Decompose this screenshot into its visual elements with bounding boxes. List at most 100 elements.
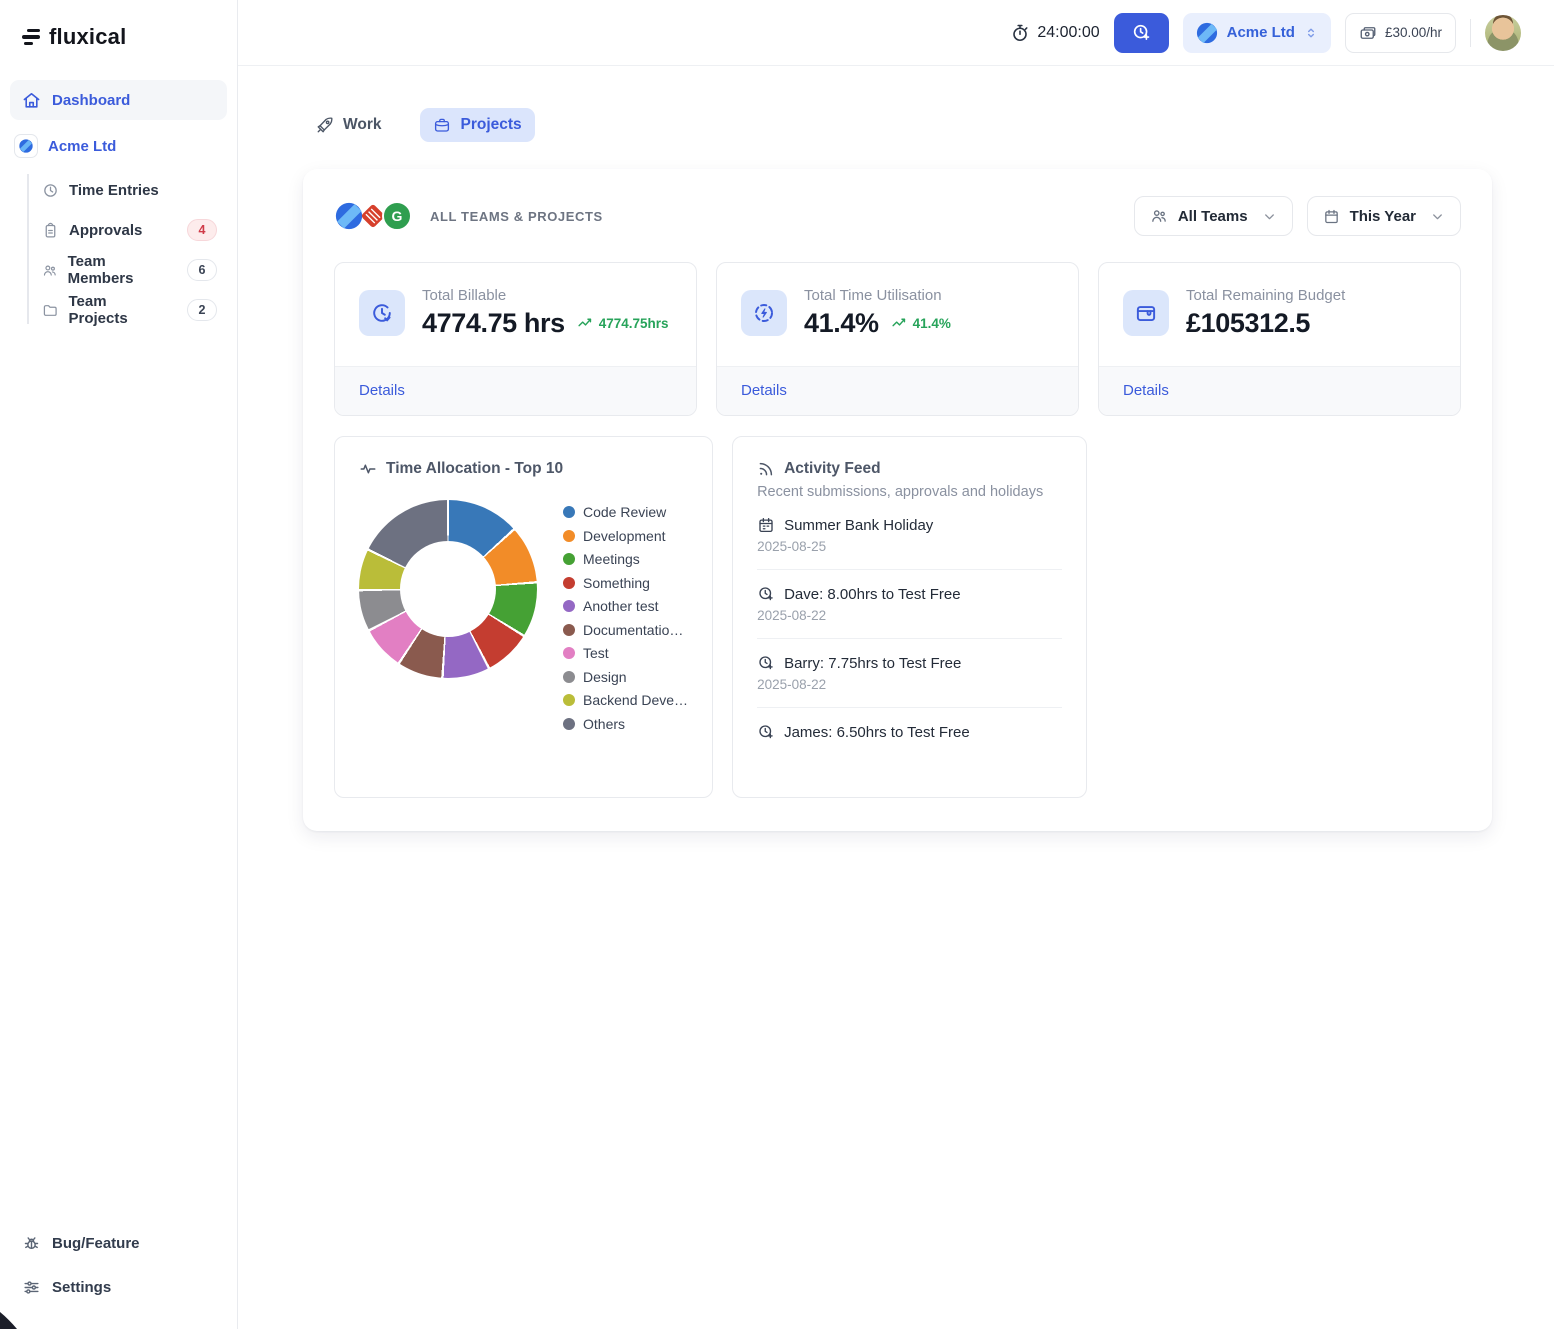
- stat-trend: 4774.75hrs: [577, 315, 669, 332]
- panel-title: ALL TEAMS & PROJECTS: [430, 208, 603, 224]
- users-icon: [43, 265, 56, 276]
- sidebar-item-label: Dashboard: [52, 91, 131, 109]
- chevron-down-icon: [1264, 213, 1274, 219]
- stat-card-remaining-budget: Total Remaining Budget £105312.5 Details: [1098, 262, 1461, 416]
- app-logo[interactable]: fluxical: [0, 0, 237, 80]
- acme-logo-icon: [335, 202, 363, 230]
- stat-title: Total Time Utilisation: [804, 287, 942, 304]
- sidebar-item-approvals[interactable]: Approvals 4: [34, 210, 227, 250]
- content: Work Projects G ALL TEAMS & PROJECTS: [238, 66, 1554, 831]
- stat-trend: 41.4%: [891, 315, 951, 332]
- chevrons-up-down-icon: [1307, 28, 1314, 37]
- legend-dot-icon: [563, 623, 575, 636]
- teams-filter-dropdown[interactable]: All Teams: [1133, 196, 1293, 236]
- feed-item-date: 2025-08-22: [757, 677, 827, 692]
- clock-plus-icon: [759, 656, 773, 670]
- clock-plus-icon: [1133, 24, 1149, 40]
- tab-projects[interactable]: Projects: [420, 108, 535, 142]
- start-timer-button[interactable]: [1113, 12, 1169, 53]
- sidebar-item-time-entries[interactable]: Time Entries: [34, 170, 227, 210]
- trend-up-icon: [578, 318, 591, 327]
- trend-up-icon: [891, 318, 905, 327]
- sidebar-footer: Bug/Feature Settings: [0, 1223, 237, 1329]
- hourly-rate-value: £30.00/hr: [1384, 25, 1442, 40]
- sidebar-item-label: Approvals: [69, 221, 143, 239]
- legend-label: Design: [583, 668, 627, 685]
- topbar: 24:00:00 Acme Ltd £30.00/hr: [238, 0, 1554, 66]
- legend-dot-icon: [563, 506, 575, 518]
- feed-item-text: Barry: 7.75hrs to Test Free: [784, 654, 962, 672]
- sidebar-item-label: Time Entries: [69, 181, 159, 199]
- sliders-icon: [24, 1280, 39, 1294]
- count-badge: 2: [187, 299, 217, 321]
- period-filter-dropdown[interactable]: This Year: [1306, 196, 1461, 236]
- acme-logo-icon: [1196, 22, 1218, 44]
- org-name: Acme Ltd: [48, 137, 117, 155]
- sidebar-item-label: Bug/Feature: [52, 1234, 140, 1252]
- sidebar-item-team-members[interactable]: Team Members 6: [34, 250, 227, 290]
- sidebar-item-label: Team Members: [67, 253, 134, 287]
- feed-divider: [757, 638, 1063, 639]
- details-link[interactable]: Details: [359, 382, 405, 399]
- pulse-icon: [360, 464, 376, 474]
- feed-item: Summer Bank Holiday 2025-08-25: [757, 516, 1062, 555]
- sidebar-item-team-projects[interactable]: Team Projects 2: [34, 290, 227, 330]
- legend-item: Design: [563, 669, 688, 685]
- sidebar-item-dashboard[interactable]: Dashboard: [10, 80, 227, 120]
- banknote-icon: [1360, 26, 1376, 39]
- sidebar: fluxical Dashboard Acme Ltd Time Entries…: [0, 0, 238, 1329]
- hourly-rate-button[interactable]: £30.00/hr: [1344, 12, 1456, 53]
- details-link[interactable]: Details: [741, 382, 787, 399]
- clock-icon: [44, 183, 57, 197]
- count-badge: 4: [187, 219, 217, 241]
- legend-dot-icon: [563, 553, 575, 565]
- clock-plus-icon: [759, 725, 773, 739]
- users-icon: [1151, 210, 1166, 222]
- sidebar-item-label: Team Projects: [68, 293, 128, 327]
- details-link[interactable]: Details: [1123, 382, 1169, 399]
- team-logos: G: [334, 201, 412, 231]
- sidebar-item-bug-feature[interactable]: Bug/Feature: [10, 1223, 227, 1263]
- chart-title: Time Allocation - Top 10: [386, 460, 564, 477]
- folder-icon: [43, 304, 57, 316]
- feed-item: Barry: 7.75hrs to Test Free 2025-08-22: [757, 654, 1062, 693]
- stopwatch-icon: [1013, 24, 1028, 41]
- chevron-down-icon: [1433, 213, 1442, 219]
- feed-divider: [757, 707, 1063, 708]
- topbar-divider: [1470, 18, 1471, 47]
- sidebar-item-org[interactable]: Acme Ltd: [10, 124, 227, 168]
- time-allocation-card: Time Allocation - Top 10 Code Review Deve…: [334, 436, 714, 798]
- g-team-logo-icon: G: [382, 201, 412, 231]
- stat-title: Total Billable: [422, 287, 507, 304]
- legend-item: Another test: [563, 598, 688, 614]
- sidebar-subnav: Time Entries Approvals 4 Team Members 6 Team …: [10, 170, 227, 330]
- legend-item: Documentatio…: [563, 622, 688, 638]
- bolt-circle-icon: [741, 290, 787, 336]
- sidebar-nav: Dashboard Acme Ltd Time Entries Approvals…: [0, 80, 237, 330]
- calendar-icon: [1324, 209, 1338, 223]
- clock-history-icon: [359, 290, 405, 336]
- feed-item-text: Dave: 8.00hrs to Test Free: [784, 585, 961, 603]
- red-team-logo-icon: [361, 204, 385, 228]
- legend-dot-icon: [563, 717, 575, 730]
- home-icon: [23, 92, 40, 108]
- user-avatar[interactable]: [1485, 14, 1521, 51]
- sidebar-item-settings[interactable]: Settings: [10, 1267, 227, 1307]
- legend-dot-icon: [563, 529, 575, 542]
- legend-item: Code Review: [563, 504, 688, 520]
- legend-item: Others: [563, 716, 688, 732]
- legend-label: Backend Deve…: [583, 692, 689, 708]
- count-badge: 6: [187, 259, 217, 281]
- tab-label: Work: [343, 116, 382, 133]
- tab-work[interactable]: Work: [303, 108, 394, 142]
- feed-divider: [757, 569, 1063, 570]
- legend-dot-icon: [563, 670, 575, 683]
- time-allocation-donut-chart: [359, 500, 537, 678]
- legend-label: Others: [583, 715, 626, 732]
- rocket-icon: [317, 117, 333, 133]
- legend-label: Documentatio…: [583, 621, 684, 638]
- feed-list: Summer Bank Holiday 2025-08-25 Dave: 8.00h…: [757, 516, 1063, 741]
- feed-title: Activity Feed: [784, 460, 881, 477]
- feed-item: Dave: 8.00hrs to Test Free 2025-08-22: [757, 585, 1062, 624]
- org-switcher[interactable]: Acme Ltd: [1182, 12, 1331, 53]
